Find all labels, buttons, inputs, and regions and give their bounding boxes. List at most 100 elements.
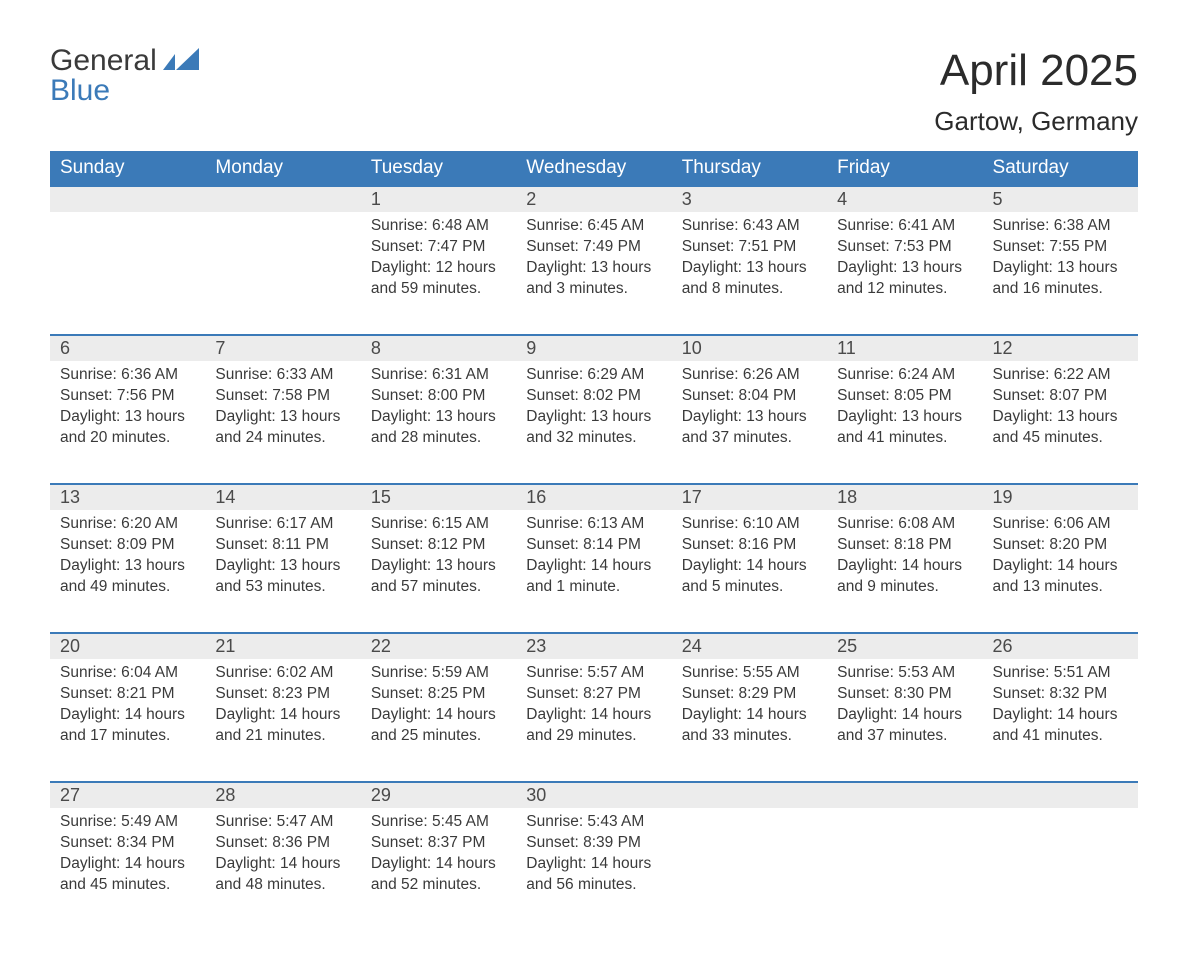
weekday-header: Friday (827, 151, 982, 186)
day-cell: 6Sunrise: 6:36 AMSunset: 7:56 PMDaylight… (50, 335, 205, 484)
day-number (205, 187, 360, 212)
day-number: 18 (827, 485, 982, 510)
brand-logo: General Blue (50, 46, 199, 106)
sunrise-line: Sunrise: 6:22 AM (993, 365, 1128, 386)
day-body: Sunrise: 6:36 AMSunset: 7:56 PMDaylight:… (50, 361, 205, 483)
day-body: Sunrise: 6:06 AMSunset: 8:20 PMDaylight:… (983, 510, 1138, 632)
sunrise-line: Sunrise: 6:38 AM (993, 216, 1128, 237)
day-body: Sunrise: 6:17 AMSunset: 8:11 PMDaylight:… (205, 510, 360, 632)
sunset-line: Sunset: 8:21 PM (60, 684, 195, 705)
day-cell: 29Sunrise: 5:45 AMSunset: 8:37 PMDayligh… (361, 782, 516, 930)
day-cell: 7Sunrise: 6:33 AMSunset: 7:58 PMDaylight… (205, 335, 360, 484)
sunset-line: Sunset: 8:23 PM (215, 684, 350, 705)
day-cell: 15Sunrise: 6:15 AMSunset: 8:12 PMDayligh… (361, 484, 516, 633)
day-body: Sunrise: 5:57 AMSunset: 8:27 PMDaylight:… (516, 659, 671, 781)
sunrise-line: Sunrise: 6:08 AM (837, 514, 972, 535)
day-cell: 17Sunrise: 6:10 AMSunset: 8:16 PMDayligh… (672, 484, 827, 633)
day-number: 5 (983, 187, 1138, 212)
day-cell: 20Sunrise: 6:04 AMSunset: 8:21 PMDayligh… (50, 633, 205, 782)
sunrise-line: Sunrise: 6:43 AM (682, 216, 817, 237)
day-number: 22 (361, 634, 516, 659)
day-number: 7 (205, 336, 360, 361)
day-body: Sunrise: 5:53 AMSunset: 8:30 PMDaylight:… (827, 659, 982, 781)
day-cell: 26Sunrise: 5:51 AMSunset: 8:32 PMDayligh… (983, 633, 1138, 782)
sunset-line: Sunset: 8:27 PM (526, 684, 661, 705)
sunset-line: Sunset: 8:34 PM (60, 833, 195, 854)
day-cell: 16Sunrise: 6:13 AMSunset: 8:14 PMDayligh… (516, 484, 671, 633)
location-label: Gartow, Germany (934, 106, 1138, 137)
sunrise-line: Sunrise: 6:20 AM (60, 514, 195, 535)
day-number (983, 783, 1138, 808)
daylight-line: Daylight: 13 hours and 57 minutes. (371, 556, 506, 598)
sunrise-line: Sunrise: 6:24 AM (837, 365, 972, 386)
day-body (50, 212, 205, 334)
day-cell: 30Sunrise: 5:43 AMSunset: 8:39 PMDayligh… (516, 782, 671, 930)
weekday-header: Sunday (50, 151, 205, 186)
day-cell: 14Sunrise: 6:17 AMSunset: 8:11 PMDayligh… (205, 484, 360, 633)
sunset-line: Sunset: 8:20 PM (993, 535, 1128, 556)
calendar-body: 1Sunrise: 6:48 AMSunset: 7:47 PMDaylight… (50, 186, 1138, 930)
day-cell: 21Sunrise: 6:02 AMSunset: 8:23 PMDayligh… (205, 633, 360, 782)
day-cell: 28Sunrise: 5:47 AMSunset: 8:36 PMDayligh… (205, 782, 360, 930)
day-number: 29 (361, 783, 516, 808)
day-body: Sunrise: 5:51 AMSunset: 8:32 PMDaylight:… (983, 659, 1138, 781)
sunset-line: Sunset: 8:30 PM (837, 684, 972, 705)
week-row: 20Sunrise: 6:04 AMSunset: 8:21 PMDayligh… (50, 633, 1138, 782)
sunset-line: Sunset: 8:18 PM (837, 535, 972, 556)
day-body: Sunrise: 6:13 AMSunset: 8:14 PMDaylight:… (516, 510, 671, 632)
day-cell (205, 186, 360, 335)
day-cell: 18Sunrise: 6:08 AMSunset: 8:18 PMDayligh… (827, 484, 982, 633)
day-body: Sunrise: 6:31 AMSunset: 8:00 PMDaylight:… (361, 361, 516, 483)
sunrise-line: Sunrise: 6:36 AM (60, 365, 195, 386)
daylight-line: Daylight: 13 hours and 12 minutes. (837, 258, 972, 300)
week-row: 1Sunrise: 6:48 AMSunset: 7:47 PMDaylight… (50, 186, 1138, 335)
day-cell: 10Sunrise: 6:26 AMSunset: 8:04 PMDayligh… (672, 335, 827, 484)
daylight-line: Daylight: 14 hours and 1 minute. (526, 556, 661, 598)
sunset-line: Sunset: 8:16 PM (682, 535, 817, 556)
sunrise-line: Sunrise: 6:48 AM (371, 216, 506, 237)
day-number: 27 (50, 783, 205, 808)
weekday-header: Thursday (672, 151, 827, 186)
week-row: 13Sunrise: 6:20 AMSunset: 8:09 PMDayligh… (50, 484, 1138, 633)
sunrise-line: Sunrise: 5:53 AM (837, 663, 972, 684)
page-header: General Blue April 2025 Gartow, Germany (50, 46, 1138, 137)
daylight-line: Daylight: 13 hours and 20 minutes. (60, 407, 195, 449)
sunset-line: Sunset: 8:36 PM (215, 833, 350, 854)
day-body: Sunrise: 6:10 AMSunset: 8:16 PMDaylight:… (672, 510, 827, 632)
daylight-line: Daylight: 14 hours and 56 minutes. (526, 854, 661, 896)
day-cell (50, 186, 205, 335)
sunset-line: Sunset: 8:29 PM (682, 684, 817, 705)
sunrise-line: Sunrise: 6:29 AM (526, 365, 661, 386)
daylight-line: Daylight: 13 hours and 37 minutes. (682, 407, 817, 449)
sunset-line: Sunset: 8:14 PM (526, 535, 661, 556)
daylight-line: Daylight: 14 hours and 13 minutes. (993, 556, 1128, 598)
day-body: Sunrise: 5:47 AMSunset: 8:36 PMDaylight:… (205, 808, 360, 930)
day-body: Sunrise: 5:45 AMSunset: 8:37 PMDaylight:… (361, 808, 516, 930)
sunrise-line: Sunrise: 6:06 AM (993, 514, 1128, 535)
sunset-line: Sunset: 7:56 PM (60, 386, 195, 407)
day-number: 13 (50, 485, 205, 510)
sunrise-line: Sunrise: 5:59 AM (371, 663, 506, 684)
day-body: Sunrise: 6:41 AMSunset: 7:53 PMDaylight:… (827, 212, 982, 334)
sunset-line: Sunset: 8:00 PM (371, 386, 506, 407)
day-body: Sunrise: 6:43 AMSunset: 7:51 PMDaylight:… (672, 212, 827, 334)
day-number: 4 (827, 187, 982, 212)
sunrise-line: Sunrise: 5:57 AM (526, 663, 661, 684)
day-number: 10 (672, 336, 827, 361)
day-cell: 27Sunrise: 5:49 AMSunset: 8:34 PMDayligh… (50, 782, 205, 930)
daylight-line: Daylight: 13 hours and 24 minutes. (215, 407, 350, 449)
weekday-header: Monday (205, 151, 360, 186)
day-number: 24 (672, 634, 827, 659)
day-body: Sunrise: 6:20 AMSunset: 8:09 PMDaylight:… (50, 510, 205, 632)
daylight-line: Daylight: 14 hours and 52 minutes. (371, 854, 506, 896)
day-body (827, 808, 982, 930)
day-body: Sunrise: 6:45 AMSunset: 7:49 PMDaylight:… (516, 212, 671, 334)
daylight-line: Daylight: 14 hours and 45 minutes. (60, 854, 195, 896)
day-body: Sunrise: 5:49 AMSunset: 8:34 PMDaylight:… (50, 808, 205, 930)
month-title: April 2025 (934, 46, 1138, 96)
daylight-line: Daylight: 14 hours and 48 minutes. (215, 854, 350, 896)
day-body: Sunrise: 6:15 AMSunset: 8:12 PMDaylight:… (361, 510, 516, 632)
sunrise-line: Sunrise: 6:15 AM (371, 514, 506, 535)
day-number: 21 (205, 634, 360, 659)
title-block: April 2025 Gartow, Germany (934, 46, 1138, 137)
